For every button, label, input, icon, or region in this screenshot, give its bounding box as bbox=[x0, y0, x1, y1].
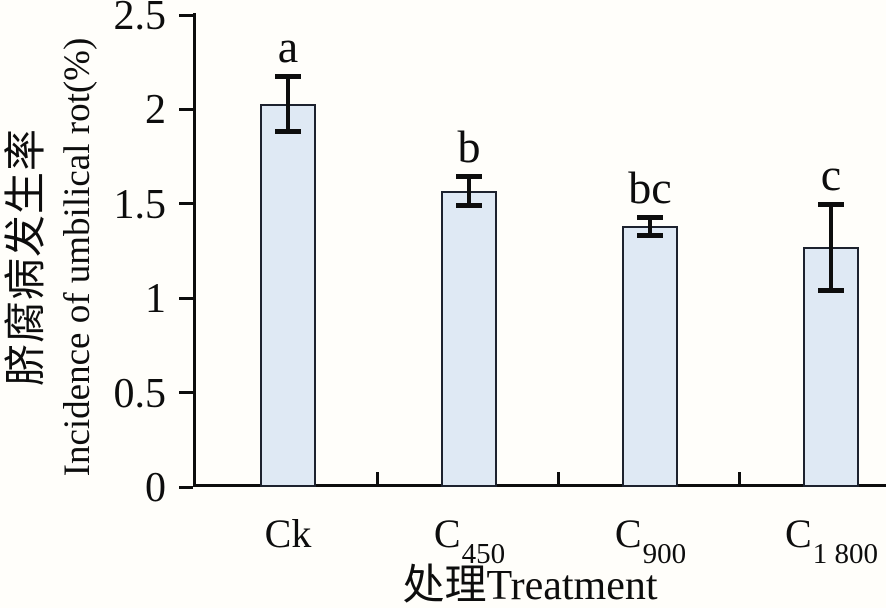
error-bar-cap-top bbox=[637, 215, 663, 220]
x-axis-title: 处理Treatment bbox=[402, 563, 658, 608]
error-bar-cap-top bbox=[275, 74, 301, 79]
y-axis-title-english: Incidence of umbilical rot(%) bbox=[57, 37, 98, 477]
y-tick bbox=[179, 391, 193, 394]
y-tick bbox=[179, 14, 193, 17]
y-tick bbox=[179, 202, 193, 205]
error-bar-cap-top bbox=[456, 174, 482, 179]
bar bbox=[441, 191, 497, 487]
significance-letter: a bbox=[277, 21, 299, 72]
bar bbox=[260, 104, 316, 487]
bar bbox=[622, 226, 678, 487]
category-label-subscript: 900 bbox=[642, 538, 687, 570]
category-label: Ck bbox=[264, 511, 312, 556]
x-tick bbox=[376, 472, 379, 484]
y-tick-label: 2.5 bbox=[113, 0, 167, 39]
category-label: C450 bbox=[433, 511, 506, 570]
error-bar-stem bbox=[286, 74, 290, 134]
error-bar-cap-bottom bbox=[637, 233, 663, 238]
significance-letter: c bbox=[820, 149, 842, 200]
error-bar-cap-bottom bbox=[275, 129, 301, 134]
category-label: C900 bbox=[614, 511, 687, 570]
y-tick-label: 0 bbox=[145, 465, 166, 511]
y-tick-label: 1.5 bbox=[113, 182, 167, 228]
y-tick-label: 2 bbox=[145, 87, 166, 133]
category-label-subscript: 450 bbox=[461, 538, 506, 570]
y-axis-line bbox=[193, 13, 196, 487]
significance-letter: bc bbox=[628, 162, 672, 213]
error-bar-stem bbox=[829, 202, 833, 293]
category-label: C1 800 bbox=[785, 511, 878, 570]
error-bar-stem bbox=[467, 174, 471, 208]
y-tick bbox=[179, 297, 193, 300]
y-tick bbox=[179, 486, 193, 489]
x-axis-line bbox=[193, 484, 886, 487]
error-bar-stem bbox=[648, 215, 652, 238]
y-tick-label: 0.5 bbox=[113, 371, 167, 417]
error-bar-cap-bottom bbox=[456, 203, 482, 208]
y-tick bbox=[179, 108, 193, 111]
y-axis-title: 脐腐病发生率 Incidence of umbilical rot(%) bbox=[2, 7, 104, 507]
y-axis-title-chinese: 脐腐病发生率 bbox=[4, 128, 50, 387]
error-bar-cap-bottom bbox=[818, 288, 844, 293]
category-label-subscript: 1 800 bbox=[812, 538, 878, 570]
error-bar-cap-top bbox=[818, 202, 844, 207]
x-tick bbox=[557, 472, 560, 484]
y-tick-label: 1 bbox=[145, 276, 166, 322]
significance-letter: b bbox=[457, 121, 481, 172]
x-tick bbox=[738, 472, 741, 484]
